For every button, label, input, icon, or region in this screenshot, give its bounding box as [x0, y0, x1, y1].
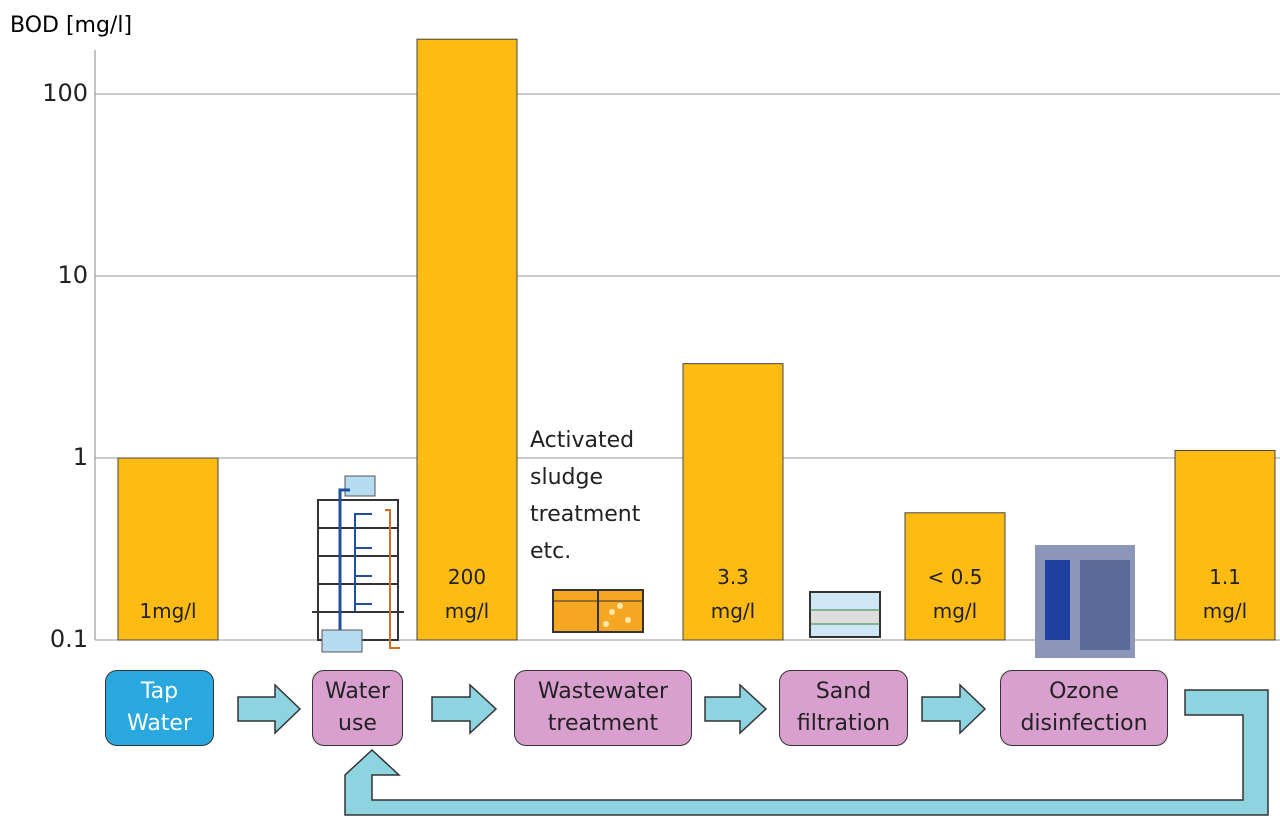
y-tick-label: 100: [42, 79, 88, 107]
y-axis-label: BOD [mg/l]: [10, 13, 132, 38]
process-node: Tap Water: [105, 670, 214, 746]
bar: [682, 363, 784, 641]
bar-value-label: 1mg/l: [139, 599, 197, 623]
bar-value-label: < 0.5 mg/l: [927, 565, 983, 623]
y-tick-label: 1: [73, 443, 88, 471]
y-tick-label: 0.1: [50, 625, 88, 653]
bar: [117, 457, 219, 641]
flow-arrows: [237, 683, 1269, 816]
tank-icon: [552, 589, 644, 633]
annotation: Activated sludge treatment etc.: [530, 428, 641, 564]
bar: [416, 38, 518, 641]
process-node: Wastewater treatment: [514, 670, 692, 746]
building-icon: [312, 475, 404, 653]
process-node: Sand filtration: [779, 670, 908, 746]
bar-value-label: 1.1 mg/l: [1202, 565, 1248, 623]
bar: [904, 512, 1006, 641]
bar-value-label: 200 mg/l: [444, 565, 490, 623]
bar-value-label: 3.3 mg/l: [710, 565, 756, 623]
bar: [1174, 449, 1276, 641]
y-tick-label: 10: [57, 261, 88, 289]
process-node: Water use: [312, 670, 403, 746]
process-node: Ozone disinfection: [1000, 670, 1168, 746]
ozone-icon: [1035, 545, 1135, 658]
filter-icon: [809, 591, 881, 638]
